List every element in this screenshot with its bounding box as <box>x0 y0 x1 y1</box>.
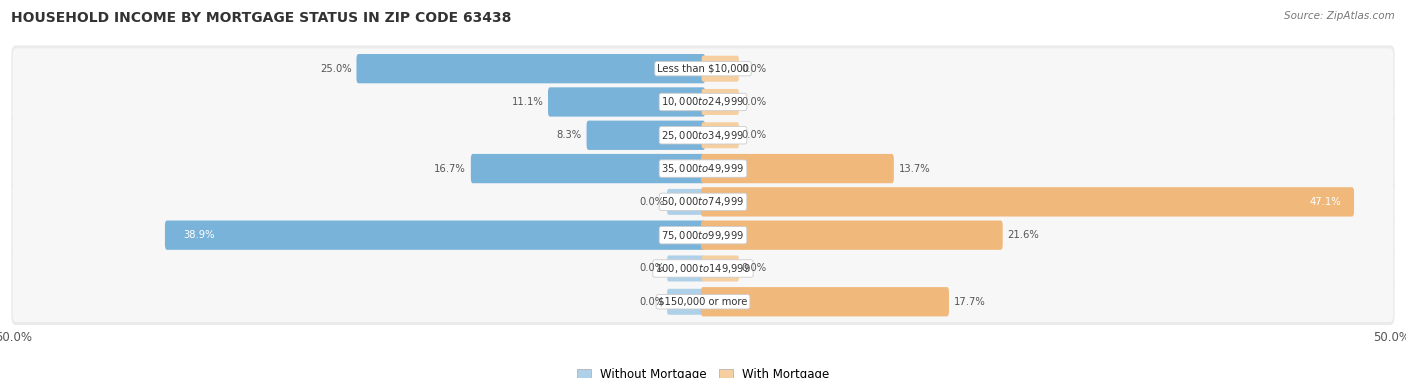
FancyBboxPatch shape <box>702 122 738 148</box>
FancyBboxPatch shape <box>11 245 1395 292</box>
Text: 0.0%: 0.0% <box>640 297 665 307</box>
FancyBboxPatch shape <box>13 282 1393 322</box>
Text: 0.0%: 0.0% <box>741 263 766 273</box>
Text: 13.7%: 13.7% <box>898 164 931 174</box>
Legend: Without Mortgage, With Mortgage: Without Mortgage, With Mortgage <box>576 368 830 378</box>
FancyBboxPatch shape <box>13 82 1393 122</box>
Text: HOUSEHOLD INCOME BY MORTGAGE STATUS IN ZIP CODE 63438: HOUSEHOLD INCOME BY MORTGAGE STATUS IN Z… <box>11 11 512 25</box>
Text: $10,000 to $24,999: $10,000 to $24,999 <box>661 96 745 108</box>
FancyBboxPatch shape <box>668 189 704 215</box>
FancyBboxPatch shape <box>13 148 1393 189</box>
Text: 0.0%: 0.0% <box>640 197 665 207</box>
FancyBboxPatch shape <box>13 248 1393 289</box>
Text: 11.1%: 11.1% <box>512 97 543 107</box>
FancyBboxPatch shape <box>702 154 894 183</box>
Text: $150,000 or more: $150,000 or more <box>658 297 748 307</box>
FancyBboxPatch shape <box>702 187 1354 217</box>
FancyBboxPatch shape <box>11 79 1395 125</box>
Text: 25.0%: 25.0% <box>321 64 352 74</box>
Text: 47.1%: 47.1% <box>1309 197 1341 207</box>
FancyBboxPatch shape <box>702 89 738 115</box>
Text: $50,000 to $74,999: $50,000 to $74,999 <box>661 195 745 208</box>
Text: $25,000 to $34,999: $25,000 to $34,999 <box>661 129 745 142</box>
Text: 17.7%: 17.7% <box>953 297 986 307</box>
Text: 21.6%: 21.6% <box>1008 230 1039 240</box>
Text: $35,000 to $49,999: $35,000 to $49,999 <box>661 162 745 175</box>
Text: 0.0%: 0.0% <box>741 97 766 107</box>
FancyBboxPatch shape <box>702 220 1002 250</box>
Text: 0.0%: 0.0% <box>741 64 766 74</box>
FancyBboxPatch shape <box>11 212 1395 259</box>
FancyBboxPatch shape <box>13 48 1393 89</box>
FancyBboxPatch shape <box>548 87 704 117</box>
FancyBboxPatch shape <box>11 145 1395 192</box>
Text: 8.3%: 8.3% <box>557 130 582 140</box>
Text: 0.0%: 0.0% <box>741 130 766 140</box>
FancyBboxPatch shape <box>702 287 949 316</box>
FancyBboxPatch shape <box>13 181 1393 222</box>
FancyBboxPatch shape <box>13 115 1393 156</box>
FancyBboxPatch shape <box>357 54 704 83</box>
FancyBboxPatch shape <box>668 256 704 282</box>
FancyBboxPatch shape <box>702 256 738 282</box>
FancyBboxPatch shape <box>11 112 1395 159</box>
FancyBboxPatch shape <box>668 289 704 315</box>
Text: $100,000 to $149,999: $100,000 to $149,999 <box>655 262 751 275</box>
Text: Source: ZipAtlas.com: Source: ZipAtlas.com <box>1284 11 1395 21</box>
Text: Less than $10,000: Less than $10,000 <box>657 64 749 74</box>
FancyBboxPatch shape <box>702 56 738 82</box>
FancyBboxPatch shape <box>11 279 1395 325</box>
FancyBboxPatch shape <box>471 154 704 183</box>
FancyBboxPatch shape <box>165 220 704 250</box>
Text: 16.7%: 16.7% <box>434 164 465 174</box>
FancyBboxPatch shape <box>13 215 1393 256</box>
Text: 0.0%: 0.0% <box>640 263 665 273</box>
FancyBboxPatch shape <box>11 178 1395 225</box>
FancyBboxPatch shape <box>11 45 1395 92</box>
Text: $75,000 to $99,999: $75,000 to $99,999 <box>661 229 745 242</box>
Text: 38.9%: 38.9% <box>184 230 215 240</box>
FancyBboxPatch shape <box>586 121 704 150</box>
